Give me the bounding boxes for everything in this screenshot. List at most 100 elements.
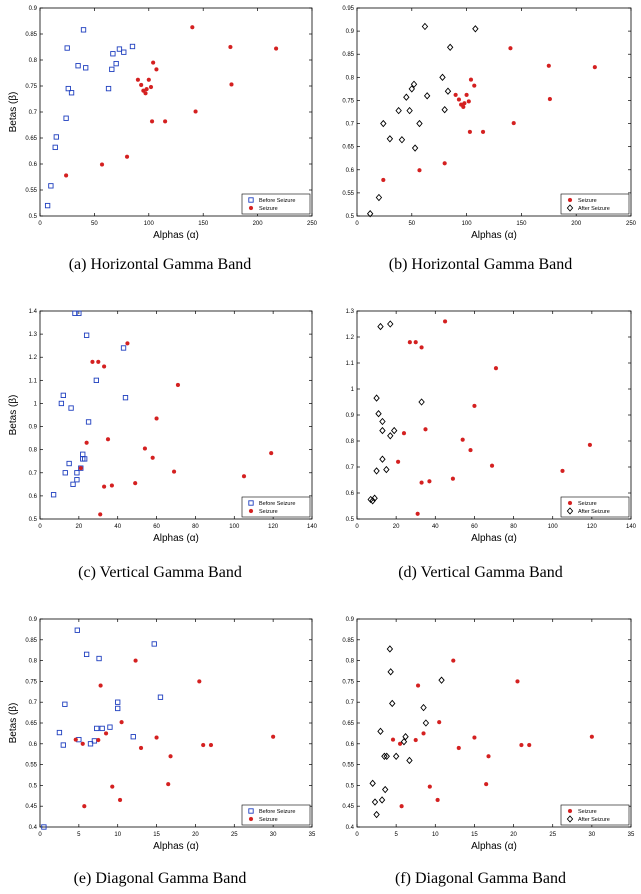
y-tick-label: 0.45 xyxy=(25,804,37,810)
legend-marker xyxy=(248,500,254,506)
point-after-seizure xyxy=(386,135,394,143)
point-seizure xyxy=(138,745,144,751)
y-tick-label: 0.5 xyxy=(29,214,38,220)
point-before-seizure xyxy=(74,470,80,476)
point-after-seizure xyxy=(381,785,389,794)
point-after-seizure xyxy=(369,497,376,505)
point-seizure xyxy=(271,734,276,739)
y-tick-label: 1.4 xyxy=(29,309,38,315)
point-seizure xyxy=(197,679,202,684)
legend-label: Seizure xyxy=(578,198,597,204)
y-tick-label: 0.7 xyxy=(29,471,38,477)
point-seizure xyxy=(269,451,274,456)
legend-marker xyxy=(248,205,254,211)
point-before-seizure xyxy=(78,465,84,471)
point-seizure xyxy=(228,44,233,50)
y-axis-label: Betas (β) xyxy=(8,92,19,133)
point-seizure xyxy=(80,741,85,746)
point-after-seizure xyxy=(373,810,380,819)
point-seizure xyxy=(98,683,103,688)
x-tick-label: 25 xyxy=(549,832,556,838)
point-seizure xyxy=(241,474,247,479)
y-tick-label: 0.6 xyxy=(29,162,38,168)
x-tick-label: 250 xyxy=(307,221,318,227)
point-seizure xyxy=(453,92,458,97)
point-after-seizure xyxy=(380,119,387,128)
point-before-seizure xyxy=(94,725,100,732)
y-tick-label: 0.4 xyxy=(29,825,38,831)
legend-label: Seizure xyxy=(259,817,278,823)
plot-frame xyxy=(39,618,313,828)
y-tick-label: 0.65 xyxy=(25,136,37,142)
y-tick-label: 0.5 xyxy=(346,214,355,220)
y-tick-label: 1 xyxy=(34,401,38,407)
x-tick-label: 200 xyxy=(253,221,264,227)
point-after-seizure xyxy=(387,668,394,676)
y-tick-label: 0.5 xyxy=(346,783,355,789)
y-tick-label: 0.9 xyxy=(29,617,38,623)
point-before-seizure xyxy=(72,310,78,316)
y-tick-label: 0.65 xyxy=(342,721,354,727)
y-tick-label: 0.85 xyxy=(342,638,354,644)
y-tick-label: 0.75 xyxy=(25,84,37,90)
point-seizure xyxy=(546,63,551,68)
point-after-seizure xyxy=(438,676,445,684)
y-tick-label: 0.95 xyxy=(342,6,354,12)
point-before-seizure xyxy=(151,641,157,647)
legend-marker xyxy=(567,808,573,814)
point-seizure xyxy=(390,737,396,742)
scatter-chart-f: 0 5 10 15 20 25 30 35 0.4 0.45 0.5 0.55 0.6 0.65 0.7 0.… xyxy=(342,617,635,852)
x-tick-label: 5 xyxy=(394,832,398,838)
point-before-seizure xyxy=(58,400,65,407)
x-tick-label: 60 xyxy=(471,524,478,530)
point-seizure xyxy=(456,97,462,102)
y-tick-label: 0.9 xyxy=(346,413,355,419)
point-before-seizure xyxy=(60,392,66,399)
point-before-seizure xyxy=(110,51,116,57)
point-after-seizure xyxy=(416,119,423,128)
point-before-seizure xyxy=(83,651,90,658)
point-before-seizure xyxy=(115,705,121,712)
point-before-seizure xyxy=(68,405,74,411)
point-after-seizure xyxy=(472,25,479,33)
x-tick-label: 80 xyxy=(510,524,517,530)
point-seizure xyxy=(125,341,130,346)
x-tick-label: 50 xyxy=(408,221,415,227)
point-seizure xyxy=(460,437,465,442)
point-before-seizure xyxy=(105,85,112,92)
scatter-chart-c: 0 20 40 60 80 100 120 140 0.5 0.6 0.7 0.8 0.9 1 1.1 1.2… xyxy=(8,309,318,544)
point-after-seizure xyxy=(383,465,390,474)
point-after-seizure xyxy=(400,738,408,746)
x-tick-label: 0 xyxy=(355,524,359,530)
y-tick-label: 1.1 xyxy=(29,378,38,384)
point-seizure xyxy=(149,119,155,124)
point-before-seizure xyxy=(60,742,66,748)
x-tick-label: 150 xyxy=(198,221,209,227)
point-before-seizure xyxy=(63,115,69,121)
point-seizure xyxy=(78,466,83,471)
x-tick-label: 120 xyxy=(587,524,598,530)
point-seizure xyxy=(143,91,148,96)
y-tick-label: 0.55 xyxy=(342,763,354,769)
point-seizure xyxy=(117,797,123,803)
x-tick-label: 35 xyxy=(309,832,316,838)
point-before-seizure xyxy=(64,45,70,51)
point-seizure xyxy=(468,448,473,453)
point-seizure xyxy=(437,720,442,725)
point-after-seizure xyxy=(420,703,427,712)
x-tick-label: 20 xyxy=(76,524,83,530)
x-axis-label: Alphas (α) xyxy=(153,841,199,852)
legend-box xyxy=(241,193,311,215)
point-seizure xyxy=(456,745,461,751)
point-after-seizure xyxy=(389,699,396,708)
point-seizure xyxy=(82,804,87,809)
point-seizure xyxy=(102,364,107,369)
point-before-seizure xyxy=(53,134,59,140)
point-after-seizure xyxy=(387,432,394,440)
y-tick-label: 1.2 xyxy=(346,335,355,341)
x-tick-label: 40 xyxy=(114,524,121,530)
x-tick-label: 140 xyxy=(626,524,637,530)
point-seizure xyxy=(201,742,206,748)
y-tick-label: 0.8 xyxy=(346,659,355,665)
point-after-seizure xyxy=(402,733,409,741)
